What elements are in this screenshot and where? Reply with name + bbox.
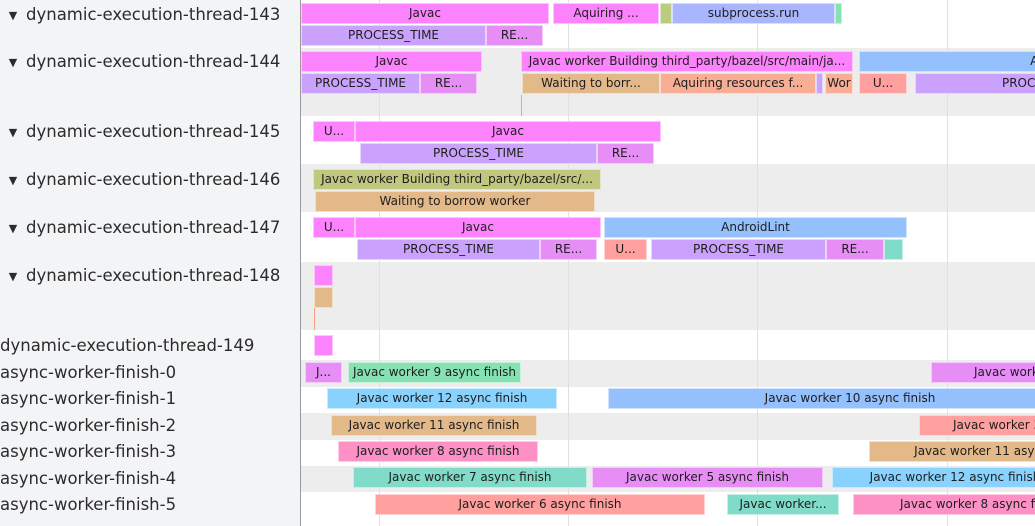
- trace-slice[interactable]: U...: [313, 121, 355, 142]
- trace-slice[interactable]: PROCESS_TIME: [651, 239, 826, 260]
- track-label[interactable]: ▼ dynamic-execution-thread-147: [0, 218, 281, 239]
- trace-slice[interactable]: Aquiring ...: [553, 3, 659, 24]
- track-label-text: dynamic-execution-thread-144: [26, 52, 281, 71]
- trace-slice[interactable]: PROCESS_TIME: [915, 73, 1035, 94]
- track-label[interactable]: ▼ dynamic-execution-thread-148: [0, 266, 281, 287]
- trace-slice[interactable]: Javac worker 9 async finish: [348, 362, 521, 383]
- track-label-text: async-worker-finish-3: [0, 442, 177, 461]
- track-label[interactable]: ▼ dynamic-execution-thread-143: [0, 5, 281, 26]
- track-label-text: dynamic-execution-thread-143: [26, 5, 281, 24]
- trace-slice[interactable]: RE...: [420, 73, 477, 94]
- track-label-text: async-worker-finish-2: [0, 416, 177, 435]
- trace-slice[interactable]: Javac worker 12 async finish: [832, 467, 1035, 488]
- trace-slice[interactable]: PROCESS_TIME: [301, 73, 420, 94]
- trace-slice[interactable]: Javac worker 5 async finish: [592, 467, 823, 488]
- track-label[interactable]: ▼ dynamic-execution-thread-146: [0, 170, 281, 191]
- track-label: async-worker-finish-2: [0, 416, 176, 436]
- trace-slice[interactable]: [884, 239, 903, 260]
- trace-slice[interactable]: Wor: [825, 73, 853, 94]
- trace-slice[interactable]: AndroidLint: [859, 51, 1035, 72]
- trace-slice[interactable]: Javac worker...: [727, 494, 839, 515]
- track-label: dynamic-execution-thread-149: [0, 336, 254, 356]
- trace-slice[interactable]: U...: [313, 217, 355, 238]
- track-label[interactable]: ▼ dynamic-execution-thread-145: [0, 122, 281, 143]
- trace-slice[interactable]: Javac: [355, 217, 601, 238]
- trace-slice[interactable]: Javac: [301, 3, 549, 24]
- gridline: [947, 0, 948, 526]
- track-label-panel: ▼ dynamic-execution-thread-143 ▼ dynamic-ex…: [0, 0, 301, 526]
- triangle-down-icon[interactable]: ▼: [8, 174, 18, 187]
- trace-slice[interactable]: Javac worker 6 async finish: [375, 494, 705, 515]
- triangle-down-icon[interactable]: ▼: [8, 126, 18, 139]
- trace-slice[interactable]: Javac worker Building third_party/bazel/…: [521, 51, 853, 72]
- trace-slice[interactable]: PROCESS_TIME: [357, 239, 540, 260]
- trace-slice[interactable]: RE...: [486, 25, 543, 46]
- trace-slice[interactable]: Javac worker 11 async finish: [869, 441, 1035, 462]
- trace-slice[interactable]: Javac worker 11 async finish: [331, 415, 537, 436]
- gridline: [568, 0, 569, 526]
- triangle-down-icon[interactable]: ▼: [8, 56, 18, 69]
- trace-slice[interactable]: [314, 287, 333, 308]
- track-label[interactable]: ▼ dynamic-execution-thread-144: [0, 52, 281, 73]
- trace-slice[interactable]: RE...: [540, 239, 597, 260]
- trace-slice[interactable]: [816, 73, 823, 94]
- trace-slice[interactable]: Javac worker 8 async finish: [853, 494, 1035, 515]
- trace-slice[interactable]: RE...: [597, 143, 654, 164]
- trace-slice[interactable]: [314, 265, 333, 286]
- track-label-text: async-worker-finish-5: [0, 495, 177, 514]
- track-label-text: dynamic-execution-thread-147: [26, 218, 281, 237]
- trace-slice[interactable]: Javac worker 4 async finish: [931, 362, 1035, 383]
- track-label-text: dynamic-execution-thread-148: [26, 266, 281, 285]
- track-label-text: dynamic-execution-thread-146: [26, 170, 281, 189]
- trace-slice[interactable]: AndroidLint: [604, 217, 907, 238]
- trace-slice[interactable]: Javac: [301, 51, 482, 72]
- trace-slice[interactable]: [314, 335, 333, 356]
- trace-slice[interactable]: Waiting to borr...: [522, 73, 660, 94]
- trace-slice[interactable]: [660, 3, 672, 24]
- trace-slice[interactable]: Javac worker 8 async finish: [338, 441, 538, 462]
- trace-slice[interactable]: U...: [604, 239, 647, 260]
- instant-marker: [521, 95, 522, 116]
- track-label-text: async-worker-finish-4: [0, 469, 177, 488]
- trace-slice[interactable]: [835, 3, 842, 24]
- gridline: [757, 0, 758, 526]
- track-label-text: dynamic-execution-thread-149: [0, 336, 255, 355]
- trace-slice[interactable]: U...: [859, 73, 907, 94]
- trace-slice[interactable]: PROCESS_TIME: [360, 143, 597, 164]
- track-label: async-worker-finish-0: [0, 363, 176, 383]
- trace-slice[interactable]: Javac worker 7 async finish: [353, 467, 587, 488]
- trace-slice[interactable]: subprocess.run: [672, 3, 835, 24]
- trace-slice[interactable]: Javac worker 3 async finish: [919, 415, 1035, 436]
- gridline: [379, 0, 380, 526]
- trace-slice[interactable]: Waiting to borrow worker: [315, 191, 595, 212]
- triangle-down-icon[interactable]: ▼: [8, 222, 18, 235]
- track-label-text: async-worker-finish-0: [0, 363, 177, 382]
- track-label-text: async-worker-finish-1: [0, 389, 177, 408]
- timeline-area[interactable]: Javac Aquiring ... subprocess.run PROCESS_T…: [301, 0, 1035, 526]
- track-label: async-worker-finish-3: [0, 442, 176, 462]
- track-background: [301, 262, 1035, 330]
- trace-slice[interactable]: Javac worker 10 async finish: [608, 388, 1035, 409]
- instant-marker: [314, 308, 315, 330]
- trace-slice[interactable]: RE...: [826, 239, 884, 260]
- track-label-text: dynamic-execution-thread-145: [26, 122, 281, 141]
- trace-slice[interactable]: PROCESS_TIME: [301, 25, 486, 46]
- trace-slice[interactable]: Javac worker 12 async finish: [327, 388, 557, 409]
- track-label: async-worker-finish-5: [0, 495, 176, 515]
- triangle-down-icon[interactable]: ▼: [8, 270, 18, 283]
- trace-slice[interactable]: J...: [305, 362, 342, 383]
- track-label: async-worker-finish-4: [0, 469, 176, 489]
- track-label: async-worker-finish-1: [0, 389, 176, 409]
- trace-slice[interactable]: Aquiring resources f...: [660, 73, 816, 94]
- trace-slice[interactable]: Javac worker Building third_party/bazel/…: [313, 169, 601, 190]
- trace-slice[interactable]: Javac: [355, 121, 661, 142]
- triangle-down-icon[interactable]: ▼: [8, 9, 18, 22]
